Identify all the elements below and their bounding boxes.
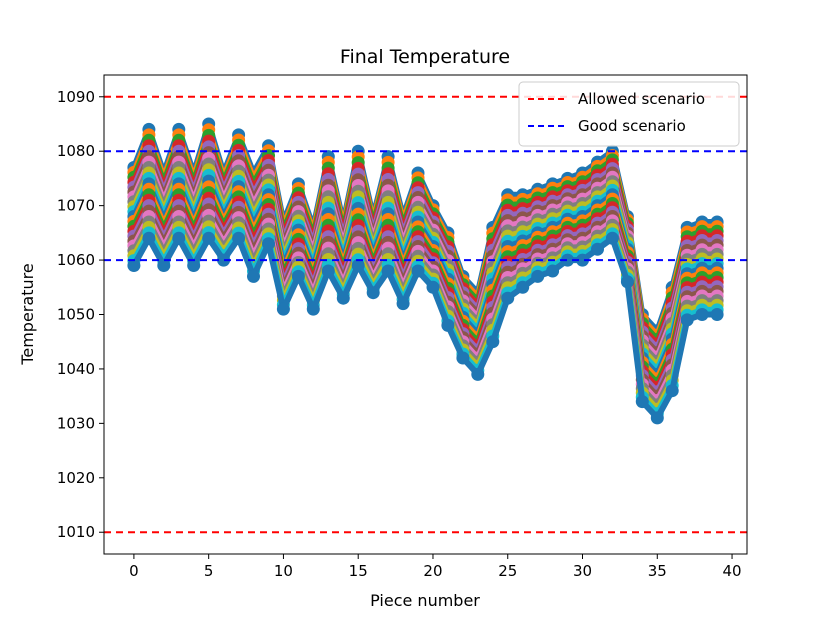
data-point <box>351 259 365 272</box>
data-point <box>127 259 141 272</box>
data-point <box>591 242 604 256</box>
x-tick-label: 40 <box>722 562 741 580</box>
x-tick-label: 5 <box>204 562 214 580</box>
x-tick-label: 15 <box>349 562 368 580</box>
data-point <box>411 264 425 278</box>
data-point <box>202 231 216 245</box>
legend: Allowed scenario Good scenario <box>518 81 740 147</box>
data-point <box>336 291 350 305</box>
y-tick-label: 1020 <box>57 469 95 487</box>
data-point <box>276 302 290 316</box>
x-axis-label: Piece number <box>370 591 480 610</box>
data-point <box>650 411 664 425</box>
y-tick-label: 1050 <box>57 306 95 324</box>
data-point <box>680 313 694 327</box>
y-tick-label: 1060 <box>57 251 95 269</box>
data-point <box>426 280 440 294</box>
data-point <box>232 231 246 245</box>
series-line <box>131 235 718 421</box>
data-point <box>471 367 485 381</box>
y-tick-label: 1040 <box>57 360 95 378</box>
data-point <box>262 237 275 251</box>
y-tick-label: 1010 <box>57 523 95 541</box>
y-tick-label: 1070 <box>57 197 95 215</box>
data-point <box>157 259 171 272</box>
data-point <box>247 269 260 283</box>
x-tick-label: 20 <box>423 562 442 580</box>
x-tick-label: 10 <box>274 562 293 580</box>
data-point <box>172 231 186 245</box>
legend-label-good: Good scenario <box>578 117 686 135</box>
data-point <box>501 291 515 305</box>
data-point <box>187 259 201 272</box>
data-point <box>456 351 470 365</box>
data-point <box>516 280 530 294</box>
data-point <box>306 302 320 316</box>
data-point <box>665 384 679 398</box>
data-point <box>381 264 395 278</box>
data-point <box>531 269 545 283</box>
data-point <box>710 308 724 321</box>
data-point <box>321 264 335 278</box>
y-tick-label: 1090 <box>57 88 95 106</box>
data-point <box>576 253 589 267</box>
legend-label-allowed: Allowed scenario <box>578 90 705 108</box>
series-21 <box>127 231 724 425</box>
data-point <box>546 264 560 278</box>
data-point <box>695 308 709 321</box>
y-tick-label: 1030 <box>57 414 95 432</box>
x-tick-label: 0 <box>129 562 139 580</box>
data-point <box>396 297 410 311</box>
y-axis-label: Temperature <box>18 263 37 365</box>
data-point <box>561 253 575 267</box>
legend-box <box>518 81 740 147</box>
data-point <box>291 269 305 283</box>
x-tick-label: 35 <box>648 562 667 580</box>
data-point <box>142 231 156 245</box>
chart-title: Final Temperature <box>340 46 510 68</box>
x-tick-label: 25 <box>498 562 517 580</box>
data-point <box>620 275 634 289</box>
y-tick-label: 1080 <box>57 142 95 160</box>
data-point <box>486 335 500 349</box>
data-point <box>366 286 380 300</box>
data-point <box>441 318 455 332</box>
x-tick-label: 30 <box>573 562 592 580</box>
data-point <box>635 395 649 409</box>
data-point <box>605 231 619 245</box>
data-point <box>217 253 231 267</box>
